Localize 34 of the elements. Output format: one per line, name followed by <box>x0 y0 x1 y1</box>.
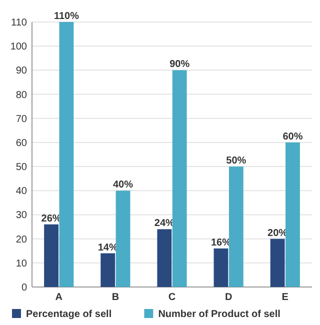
x-tick-label: E <box>282 292 289 303</box>
bar <box>44 224 58 287</box>
data-label: 90% <box>170 59 190 70</box>
bar <box>157 229 172 287</box>
bar <box>116 190 130 287</box>
data-label: 40% <box>113 180 134 191</box>
y-tick-label: 90 <box>16 66 28 77</box>
data-label: 60% <box>282 131 303 142</box>
y-tick-label: 10 <box>16 258 28 270</box>
bar <box>270 238 285 287</box>
y-tick-label: 60 <box>16 138 28 149</box>
bar <box>172 70 187 287</box>
y-tick-label: 0 <box>21 282 28 294</box>
bar <box>59 22 74 287</box>
data-label: 110% <box>54 11 80 22</box>
legend-label: Percentage of sell <box>26 309 112 320</box>
y-tick-label: 30 <box>16 210 28 222</box>
data-label: 50% <box>226 156 246 167</box>
y-tick-label: 110 <box>11 18 28 28</box>
y-tick-label: 40 <box>16 186 28 198</box>
y-tick-label: 100 <box>10 42 28 53</box>
y-tick-label: 20 <box>16 234 28 246</box>
y-tick-label: 80 <box>16 90 28 101</box>
bar <box>228 166 244 287</box>
legend-label: Number of Product of sell <box>158 309 281 320</box>
y-tick-label: 50 <box>16 162 28 174</box>
x-tick-label: C <box>168 292 176 303</box>
x-tick-label: B <box>112 292 120 303</box>
bar <box>286 142 300 287</box>
x-tick-label: D <box>224 292 232 303</box>
bar <box>100 253 116 287</box>
x-tick-label: A <box>55 292 62 303</box>
y-tick-label: 70 <box>16 114 28 125</box>
bar <box>214 248 228 287</box>
